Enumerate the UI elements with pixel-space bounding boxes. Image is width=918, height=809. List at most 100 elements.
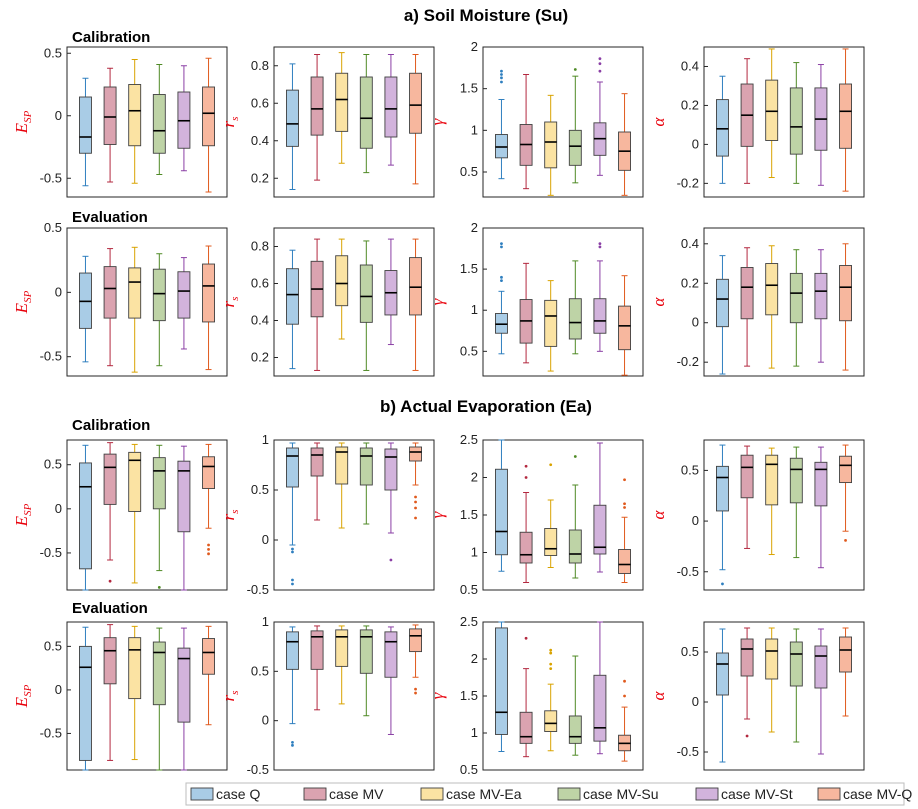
legend-label: case MV-Ea <box>446 786 522 802</box>
box-case-mv <box>310 238 324 371</box>
outlier-point <box>291 550 294 554</box>
outlier-point <box>573 68 577 71</box>
iqr-box <box>335 446 349 485</box>
box-case-mv-q <box>839 48 852 192</box>
iqr-box <box>202 638 215 675</box>
box-case-mv-st <box>177 445 191 591</box>
panel-12: -0.5 0 0.5 α <box>649 439 865 591</box>
y-tick-label: 0 <box>55 284 62 299</box>
outlier-point <box>500 242 503 246</box>
box-case-q <box>716 444 729 586</box>
outlier-point <box>291 582 294 586</box>
iqr-box <box>202 86 215 147</box>
box-case-mv-q <box>202 625 215 726</box>
y-axis-label-subscript: SP <box>22 110 34 123</box>
outlier-point <box>500 275 503 279</box>
section-title-actual-evaporation: b) Actual Evaporation (Ea) <box>380 397 592 416</box>
y-tick-label: 0 <box>55 501 62 516</box>
outlier-point <box>414 687 417 691</box>
outlier-point <box>108 579 112 583</box>
y-tick-label: 2 <box>471 470 478 485</box>
iqr-box <box>128 637 142 700</box>
iqr-box <box>359 629 373 674</box>
y-tick-label: 0.4 <box>681 58 699 73</box>
iqr-box <box>716 278 729 328</box>
y-tick-label: 1.5 <box>460 507 478 522</box>
y-tick-label: 1 <box>471 302 478 317</box>
iqr-box <box>286 631 299 670</box>
iqr-box <box>103 453 117 505</box>
outlier-point <box>598 242 602 246</box>
y-tick-label: -0.2 <box>677 175 699 190</box>
panel-8: -0.2 0 0.2 0.4 α <box>649 227 865 377</box>
row-title-calibration-su: Calibration <box>72 29 150 46</box>
outlier-point <box>414 495 417 499</box>
outlier-point <box>721 582 724 586</box>
iqr-box <box>103 637 117 685</box>
legend-label: case MV-Q <box>843 786 912 802</box>
panel-14: -0.5 0 0.5 1 rs <box>219 614 435 777</box>
iqr-box <box>814 645 828 689</box>
box-case-mv-q <box>839 444 852 542</box>
y-tick-label: 0 <box>692 315 699 330</box>
iqr-box <box>103 266 117 319</box>
y-tick-label: -0.2 <box>677 354 699 369</box>
box-case-mv-ea <box>544 463 558 568</box>
iqr-box <box>128 267 142 319</box>
iqr-box <box>740 638 754 677</box>
iqr-box <box>789 87 803 155</box>
y-axis-label: ESP <box>12 503 34 527</box>
y-axis-label-subscript: SP <box>22 503 34 516</box>
iqr-box <box>789 457 803 504</box>
iqr-box <box>335 629 349 667</box>
y-tick-label: 2 <box>471 39 478 54</box>
box-case-mv <box>103 624 117 761</box>
box-case-mv-ea <box>335 238 349 340</box>
outlier-point <box>524 476 528 479</box>
outlier-point <box>549 463 553 467</box>
y-tick-label: 0.2 <box>251 170 269 185</box>
row-title-evaluation-su: Evaluation <box>72 209 148 226</box>
iqr-box <box>359 447 373 486</box>
outlier-point <box>414 506 417 510</box>
y-tick-label: 0.6 <box>251 95 269 110</box>
outlier-point <box>844 538 847 542</box>
box-case-mv-ea <box>128 443 142 584</box>
y-tick-label: 1 <box>262 614 269 629</box>
box-case-mv-su <box>359 54 373 174</box>
box-case-mv-su <box>568 68 582 184</box>
box-case-mv-su <box>789 628 803 743</box>
box-case-q <box>286 442 299 586</box>
y-axis-label: ESP <box>12 110 34 134</box>
box-case-mv-st <box>814 628 828 755</box>
legend-swatch <box>695 787 719 801</box>
y-tick-label: -0.5 <box>40 349 62 364</box>
y-axis-label: α <box>649 296 668 306</box>
y-tick-label: 0.5 <box>44 457 62 472</box>
outlier-point <box>549 662 553 666</box>
iqr-box <box>568 715 582 744</box>
legend-swatch <box>190 787 214 801</box>
box-case-mv-q <box>618 275 631 376</box>
iqr-box <box>544 528 558 556</box>
y-tick-label: 0.5 <box>460 343 478 358</box>
outlier-point <box>500 69 503 73</box>
y-tick-label: 0.4 <box>681 236 699 251</box>
panel-5: -0.5 0 0.5 ESP <box>12 220 228 377</box>
outlier-point <box>291 740 294 744</box>
box-case-mv-su <box>789 446 803 559</box>
y-tick-label: 2 <box>471 220 478 235</box>
y-tick-label: 0.8 <box>251 239 269 254</box>
box-case-mv-st <box>177 65 191 172</box>
box-case-mv-su <box>568 260 582 355</box>
outlier-point <box>623 478 626 482</box>
y-tick-label: 0 <box>692 513 699 528</box>
legend: case Q case MV case MV-Ea case MV-Su case MV… <box>185 782 912 806</box>
box-case-mv-ea <box>335 442 349 529</box>
axes-frame <box>482 46 644 198</box>
y-tick-label: 0 <box>692 694 699 709</box>
iqr-box <box>177 271 191 319</box>
y-axis-label: α <box>649 116 668 126</box>
y-tick-label: 1.5 <box>460 81 478 96</box>
box-case-mv <box>740 58 754 184</box>
